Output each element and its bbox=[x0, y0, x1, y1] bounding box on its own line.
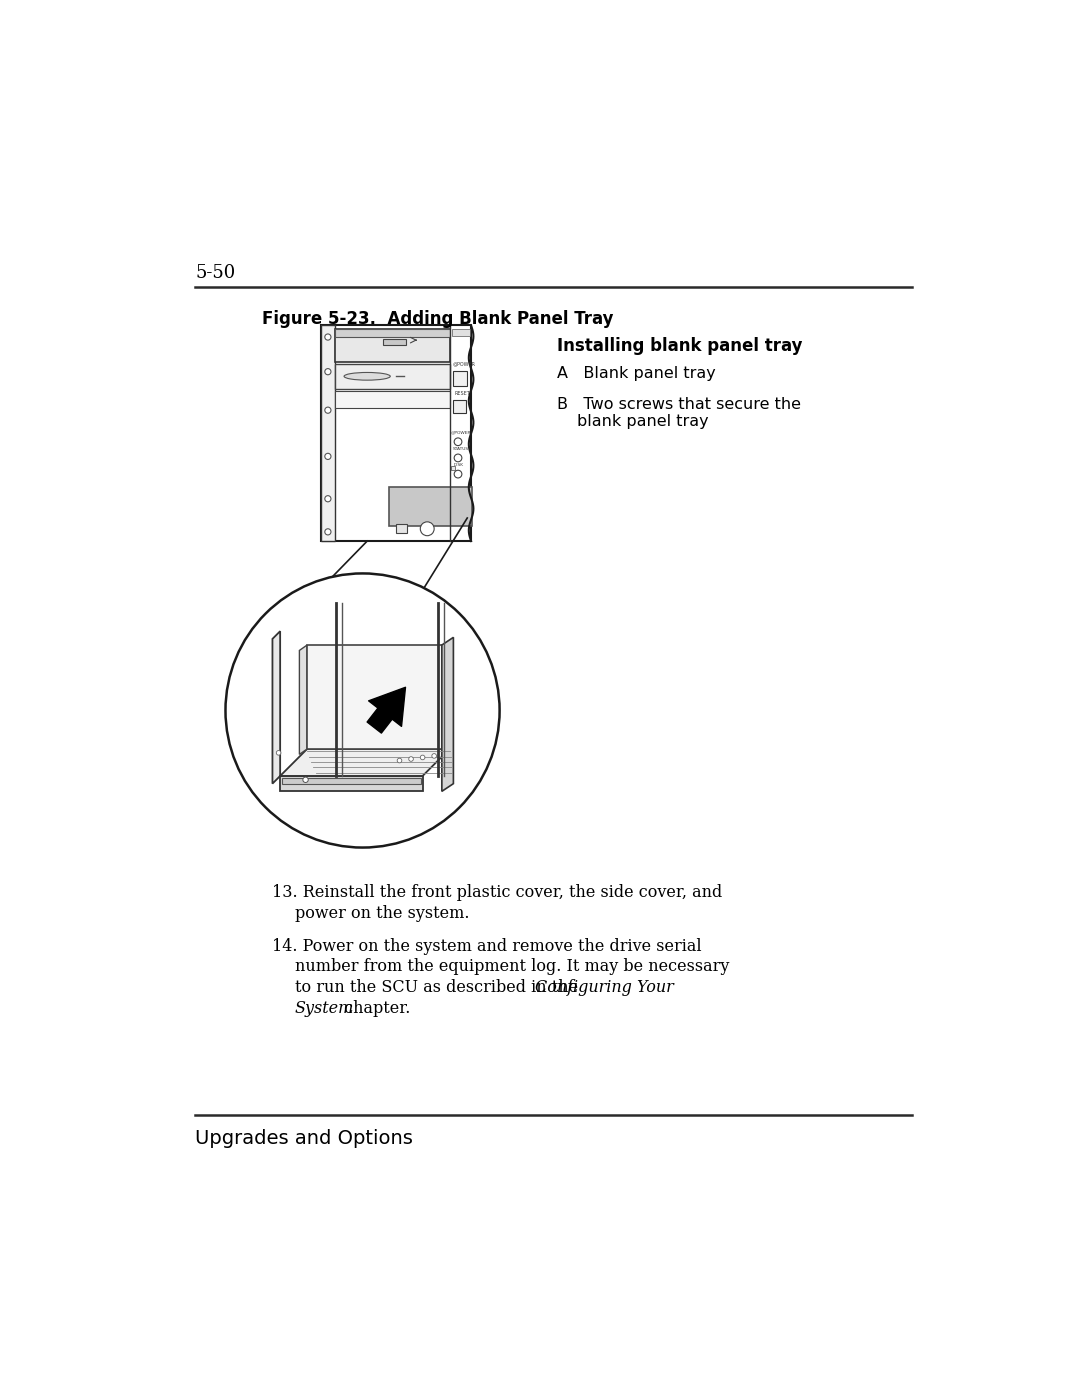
Bar bbox=[451, 330, 470, 335]
Polygon shape bbox=[280, 775, 422, 791]
Text: A   Blank panel tray: A Blank panel tray bbox=[557, 366, 716, 381]
Bar bbox=[335, 330, 450, 337]
Circle shape bbox=[325, 496, 330, 502]
Text: B   Two screws that secure the: B Two screws that secure the bbox=[557, 397, 801, 412]
Bar bbox=[321, 326, 471, 541]
Bar bbox=[335, 391, 450, 408]
Polygon shape bbox=[283, 778, 421, 784]
Circle shape bbox=[455, 471, 462, 478]
Text: Upgrades and Options: Upgrades and Options bbox=[195, 1129, 414, 1147]
Bar bbox=[453, 372, 468, 387]
Text: DISK: DISK bbox=[454, 464, 463, 468]
Text: 14. Power on the system and remove the drive serial: 14. Power on the system and remove the d… bbox=[272, 937, 702, 954]
Circle shape bbox=[325, 529, 330, 535]
Circle shape bbox=[455, 454, 462, 462]
FancyArrowPatch shape bbox=[367, 687, 405, 733]
Bar bbox=[451, 467, 455, 471]
Circle shape bbox=[226, 573, 500, 848]
Polygon shape bbox=[299, 645, 307, 754]
Bar bbox=[382, 338, 406, 345]
Text: 5-50: 5-50 bbox=[195, 264, 235, 282]
Text: to run the SCU as described in the: to run the SCU as described in the bbox=[295, 979, 583, 996]
Circle shape bbox=[455, 437, 462, 446]
Bar bbox=[321, 326, 335, 541]
Text: chapter.: chapter. bbox=[339, 1000, 410, 1017]
Circle shape bbox=[276, 750, 281, 756]
Text: STATUS: STATUS bbox=[453, 447, 469, 451]
Bar bbox=[389, 488, 472, 525]
Text: blank panel tray: blank panel tray bbox=[578, 414, 708, 429]
Bar bbox=[335, 330, 450, 362]
Circle shape bbox=[325, 453, 330, 460]
Polygon shape bbox=[307, 645, 449, 749]
Text: @POWER: @POWER bbox=[451, 430, 472, 434]
Circle shape bbox=[302, 777, 308, 782]
Polygon shape bbox=[442, 637, 454, 791]
Text: number from the equipment log. It may be necessary: number from the equipment log. It may be… bbox=[295, 958, 729, 975]
Text: RESET: RESET bbox=[455, 391, 470, 395]
Bar bbox=[453, 400, 465, 412]
Text: @POWER: @POWER bbox=[453, 362, 475, 366]
Ellipse shape bbox=[345, 373, 390, 380]
Polygon shape bbox=[280, 749, 449, 775]
Circle shape bbox=[325, 334, 330, 339]
Circle shape bbox=[420, 756, 424, 760]
Bar bbox=[396, 524, 407, 534]
Polygon shape bbox=[272, 631, 280, 784]
Text: System: System bbox=[295, 1000, 354, 1017]
Text: power on the system.: power on the system. bbox=[295, 904, 470, 922]
Circle shape bbox=[397, 759, 402, 763]
Text: 13. Reinstall the front plastic cover, the side cover, and: 13. Reinstall the front plastic cover, t… bbox=[272, 884, 723, 901]
Text: Installing blank panel tray: Installing blank panel tray bbox=[557, 337, 802, 355]
Circle shape bbox=[408, 757, 414, 761]
Text: Figure 5-23.  Adding Blank Panel Tray: Figure 5-23. Adding Blank Panel Tray bbox=[262, 310, 613, 328]
Bar bbox=[335, 365, 450, 388]
Circle shape bbox=[325, 369, 330, 374]
Text: Configuring Your: Configuring Your bbox=[535, 979, 674, 996]
Circle shape bbox=[325, 407, 330, 414]
Circle shape bbox=[432, 753, 436, 759]
Circle shape bbox=[420, 522, 434, 535]
